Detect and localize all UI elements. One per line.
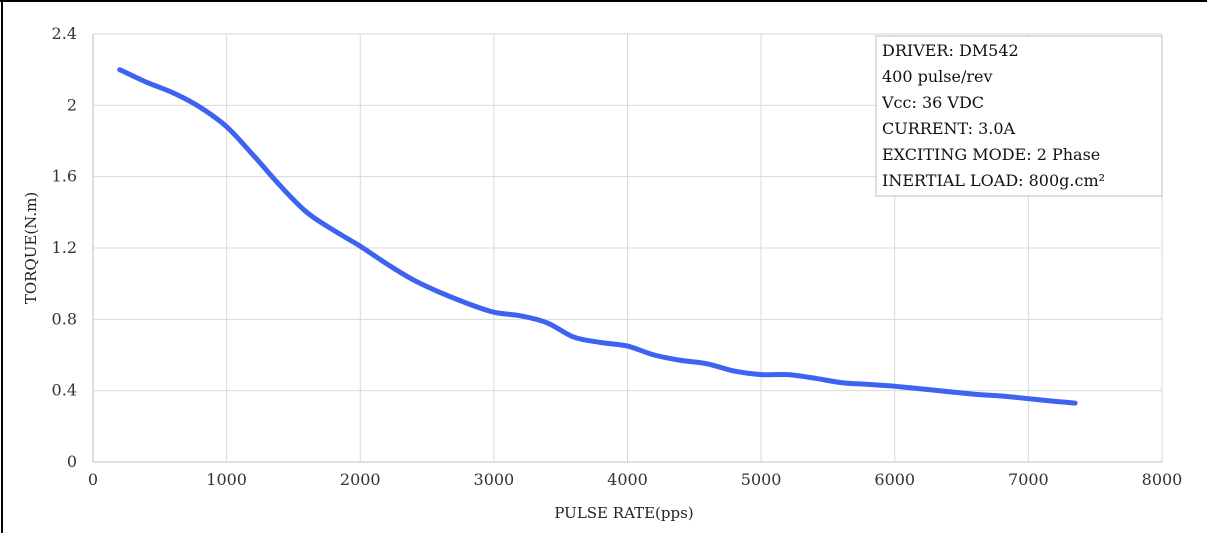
legend-line-current: CURRENT: 3.0A: [882, 119, 1016, 138]
x-tick-label: 3000: [474, 470, 515, 489]
x-tick-label: 1000: [206, 470, 247, 489]
x-tick-label: 5000: [741, 470, 782, 489]
y-tick-label: 0.8: [52, 309, 77, 328]
x-tick-label: 7000: [1008, 470, 1049, 489]
y-tick-label: 0.4: [52, 381, 77, 400]
legend-line-pulse: 400 pulse/rev: [882, 67, 993, 86]
legend-line-load: INERTIAL LOAD: 800g.cm²: [882, 171, 1105, 190]
series: [117, 67, 1078, 406]
x-tick-label: 2000: [340, 470, 381, 489]
x-tick-label: 8000: [1142, 470, 1183, 489]
y-tick-label: 1.6: [52, 167, 77, 186]
torque-series-line: [117, 67, 1078, 406]
x-tick-label: 4000: [607, 470, 648, 489]
x-tick-label: 0: [88, 470, 98, 489]
y-tick-label: 0: [67, 452, 77, 471]
y-tick-label: 2: [67, 95, 77, 114]
legend-line-vcc: Vcc: 36 VDC: [881, 93, 984, 112]
axes: [92, 34, 1162, 463]
tick-labels: 0 1000 2000 3000 4000 5000 6000 7000 8000 0 0.4 0.8…: [52, 24, 1183, 489]
legend-line-mode: EXCITING MODE: 2 Phase: [882, 145, 1100, 164]
x-tick-label: 6000: [874, 470, 915, 489]
legend-line-driver: DRIVER: DM542: [882, 41, 1019, 60]
y-tick-label: 1.2: [52, 238, 77, 257]
y-tick-label: 2.4: [52, 24, 77, 43]
y-axis-label: TORQUE(N.m): [22, 192, 40, 304]
legend-box: [875, 35, 1163, 197]
x-axis-label: PULSE RATE(pps): [554, 504, 693, 522]
legend: DRIVER: DM542 400 pulse/rev Vcc: 36 VDC …: [875, 35, 1163, 197]
